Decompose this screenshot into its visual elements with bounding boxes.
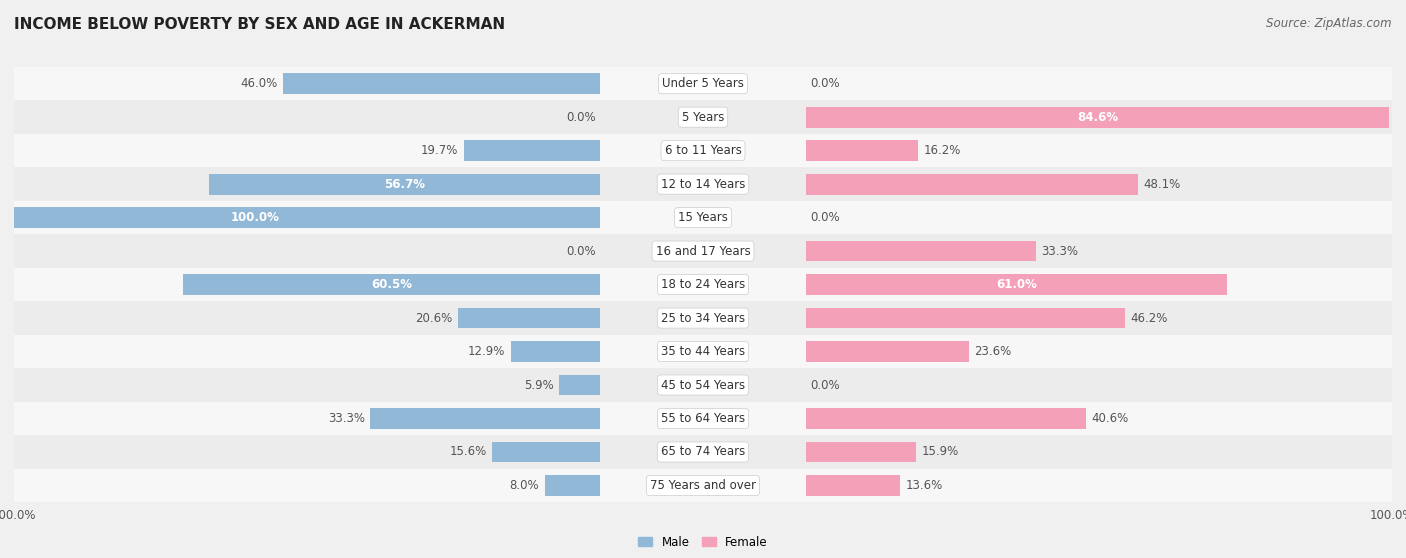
Bar [458, 307, 599, 329]
Text: 15 Years: 15 Years [678, 211, 728, 224]
Bar [14, 335, 1392, 368]
Bar [14, 167, 1392, 201]
Bar [14, 368, 1392, 402]
Bar [807, 475, 900, 496]
Bar [807, 441, 915, 463]
Text: 0.0%: 0.0% [567, 244, 596, 258]
Text: 15.9%: 15.9% [921, 445, 959, 459]
Text: 0.0%: 0.0% [810, 378, 839, 392]
Bar [14, 469, 1392, 502]
Text: 75 Years and over: 75 Years and over [650, 479, 756, 492]
Bar [14, 268, 1392, 301]
Bar [807, 307, 1125, 329]
Text: 65 to 74 Years: 65 to 74 Years [661, 445, 745, 459]
Text: 56.7%: 56.7% [384, 177, 425, 191]
Text: INCOME BELOW POVERTY BY SEX AND AGE IN ACKERMAN: INCOME BELOW POVERTY BY SEX AND AGE IN A… [14, 17, 505, 32]
Bar [283, 73, 599, 94]
Text: 61.0%: 61.0% [995, 278, 1036, 291]
Text: 0.0%: 0.0% [810, 211, 839, 224]
Bar [370, 408, 599, 429]
Text: 5 Years: 5 Years [682, 110, 724, 124]
Text: 46.0%: 46.0% [240, 77, 277, 90]
Bar [492, 441, 599, 463]
Bar [510, 341, 599, 362]
Text: 13.6%: 13.6% [905, 479, 943, 492]
Bar [14, 100, 1392, 134]
Bar [14, 67, 1392, 100]
Text: 12.9%: 12.9% [468, 345, 505, 358]
Bar [14, 201, 1392, 234]
Bar [807, 140, 918, 161]
Text: 25 to 34 Years: 25 to 34 Years [661, 311, 745, 325]
Text: 60.5%: 60.5% [371, 278, 412, 291]
Text: 33.3%: 33.3% [1042, 244, 1078, 258]
Text: Under 5 Years: Under 5 Years [662, 77, 744, 90]
Text: 23.6%: 23.6% [974, 345, 1012, 358]
Text: 46.2%: 46.2% [1130, 311, 1167, 325]
Bar [14, 134, 1392, 167]
Text: 84.6%: 84.6% [1077, 110, 1118, 124]
Bar [807, 240, 1036, 262]
Bar [183, 274, 599, 295]
Text: 5.9%: 5.9% [524, 378, 554, 392]
Text: 18 to 24 Years: 18 to 24 Years [661, 278, 745, 291]
Bar [464, 140, 599, 161]
Text: 8.0%: 8.0% [509, 479, 538, 492]
Text: 40.6%: 40.6% [1091, 412, 1129, 425]
Text: 12 to 14 Years: 12 to 14 Years [661, 177, 745, 191]
Bar [14, 301, 1392, 335]
Text: 19.7%: 19.7% [420, 144, 458, 157]
Text: 55 to 64 Years: 55 to 64 Years [661, 412, 745, 425]
Text: 6 to 11 Years: 6 to 11 Years [665, 144, 741, 157]
Text: 45 to 54 Years: 45 to 54 Years [661, 378, 745, 392]
Bar [560, 374, 599, 396]
Text: Source: ZipAtlas.com: Source: ZipAtlas.com [1267, 17, 1392, 30]
Bar [14, 402, 1392, 435]
Bar [807, 174, 1137, 195]
Bar [807, 107, 1389, 128]
Bar [544, 475, 599, 496]
Text: 35 to 44 Years: 35 to 44 Years [661, 345, 745, 358]
Text: 48.1%: 48.1% [1143, 177, 1181, 191]
Text: 16 and 17 Years: 16 and 17 Years [655, 244, 751, 258]
Bar [209, 174, 599, 195]
Text: 100.0%: 100.0% [231, 211, 280, 224]
Text: 20.6%: 20.6% [415, 311, 453, 325]
Bar [807, 274, 1226, 295]
Text: 0.0%: 0.0% [567, 110, 596, 124]
Bar [14, 234, 1392, 268]
Bar [807, 341, 969, 362]
Text: 33.3%: 33.3% [328, 412, 364, 425]
Text: 0.0%: 0.0% [810, 77, 839, 90]
Bar [807, 408, 1085, 429]
Bar [0, 207, 599, 228]
Text: 15.6%: 15.6% [450, 445, 486, 459]
Bar [14, 435, 1392, 469]
Legend: Male, Female: Male, Female [638, 536, 768, 549]
Text: 16.2%: 16.2% [924, 144, 960, 157]
